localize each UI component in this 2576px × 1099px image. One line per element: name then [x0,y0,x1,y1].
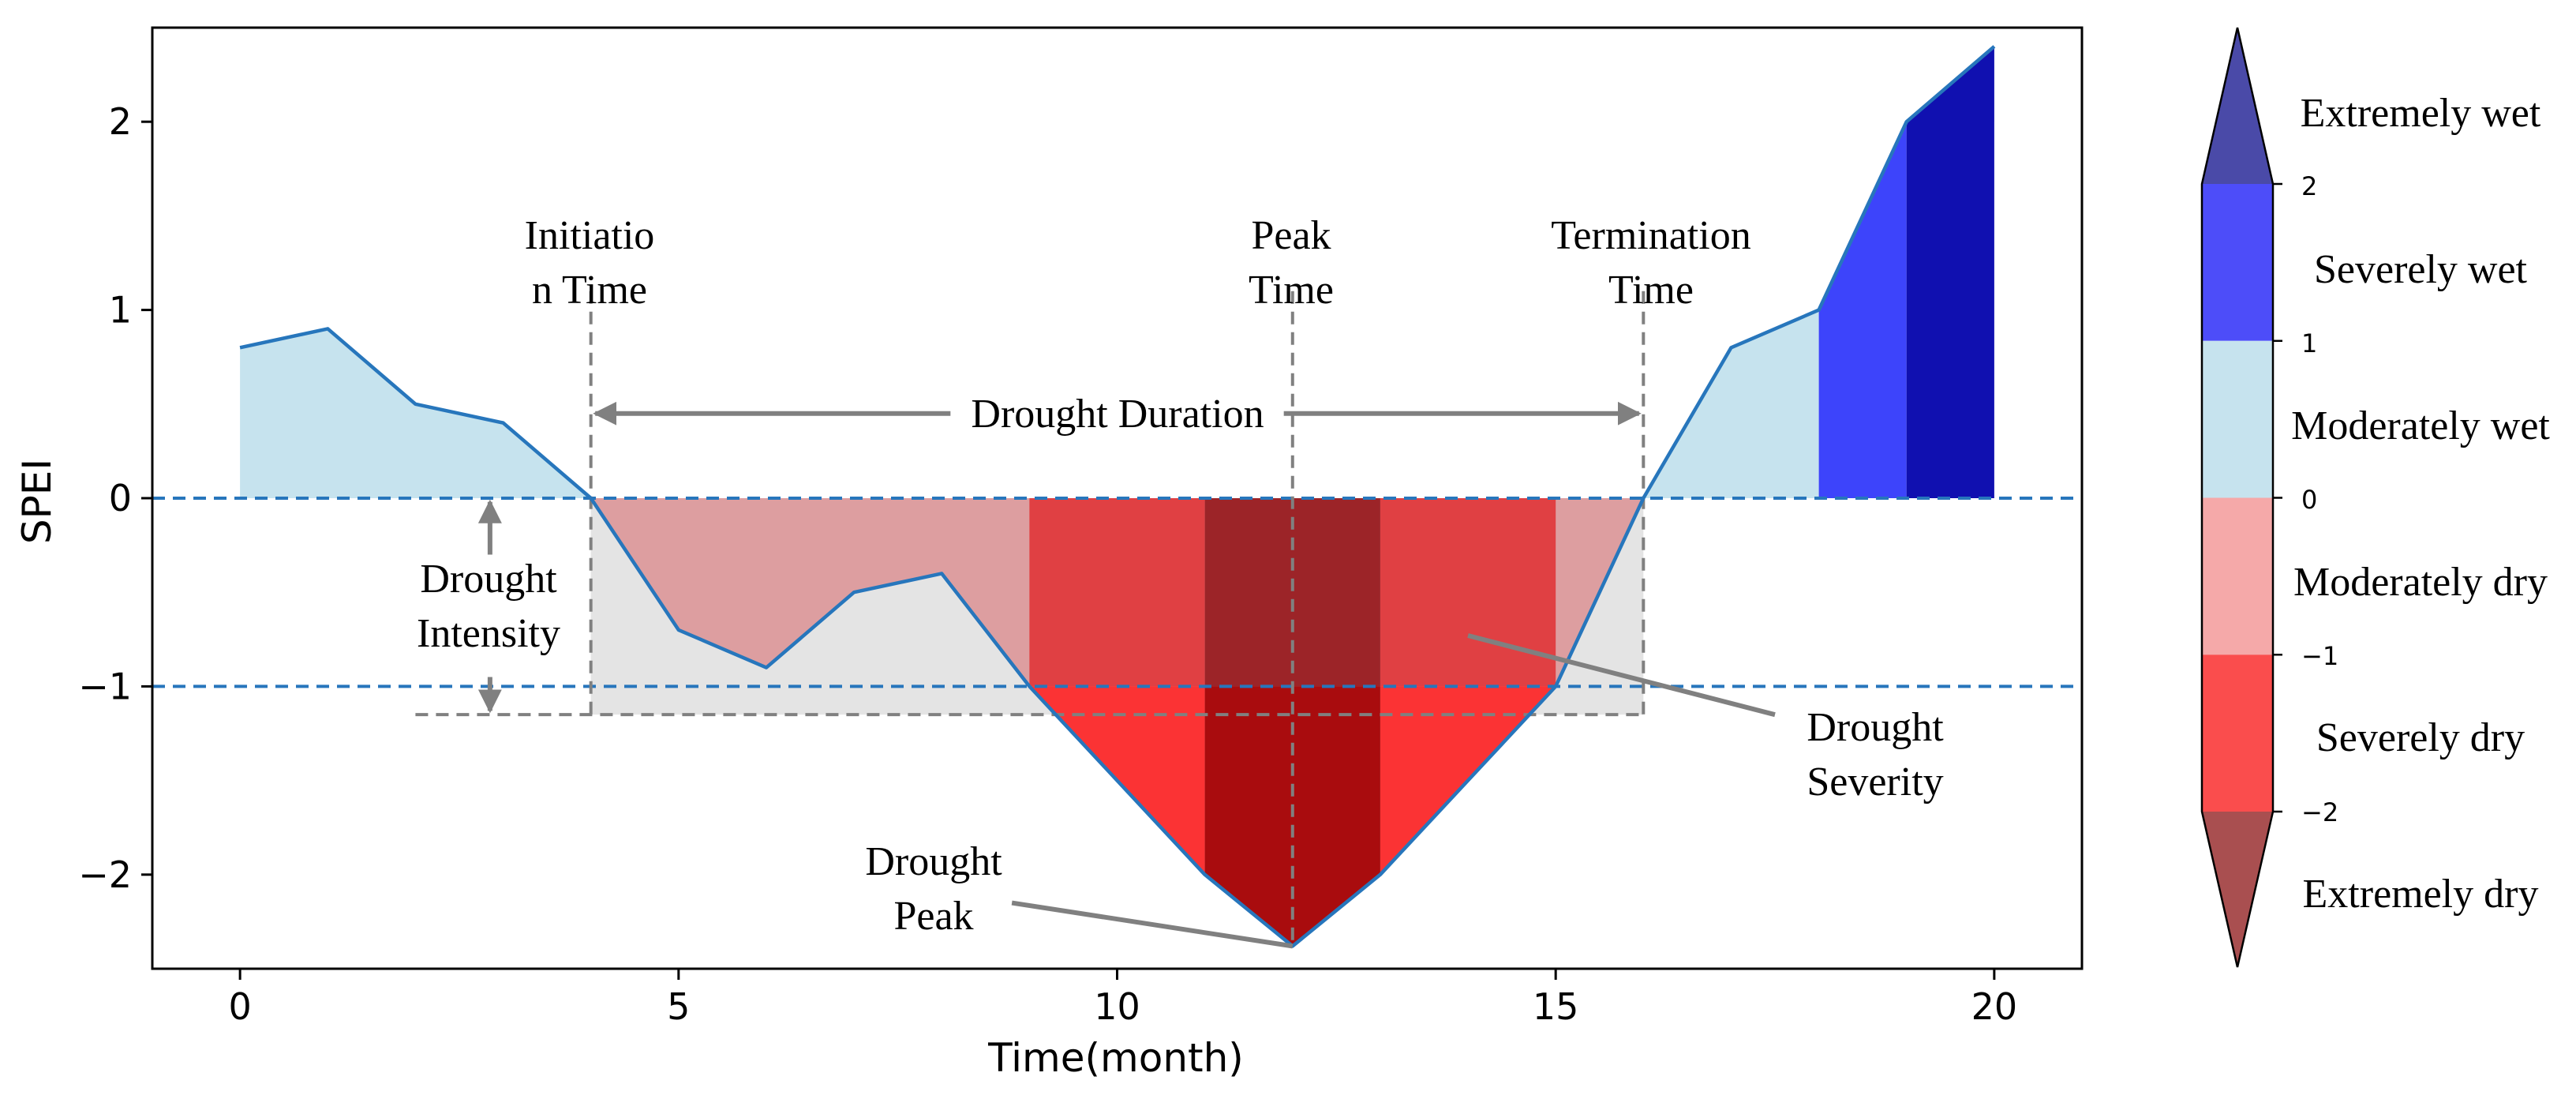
severely-dry-deep-right [1380,686,1556,875]
severity-pointer-line [1467,633,1776,718]
drought-peak-label-2: Peak [893,894,973,939]
x-axis-label: Time(month) [987,1035,1244,1081]
colorbar [2200,27,2282,968]
x-tick-label-0: 0 [228,985,251,1028]
peak-time-label-1: Peak [1251,213,1331,258]
drought-intensity-label-1: Drought [420,557,557,602]
colorbar-seg-extremely-wet [2202,28,2273,184]
plot-overlays [152,45,2082,949]
drought-severity-label-1: Drought [1807,705,1944,750]
y-tick-label--2: −2 [78,853,132,896]
colorbar-label-severely-dry: Severely dry [2316,715,2525,760]
x-tick-label-10: 10 [1094,985,1140,1028]
colorbar-seg-extremely-dry [2202,812,2273,967]
spei-series-line [239,45,1996,948]
y-tick-label-2: 2 [109,100,132,143]
colorbar-label-extremely-dry: Extremely dry [2303,872,2539,917]
colorbar-seg-moderately-dry [2202,497,2273,655]
initiation-time-label-2: n Time [532,268,647,313]
x-tick-label-20: 20 [1971,985,2018,1028]
colorbar-tick-1: 1 [2301,328,2317,358]
x-tick-label-5: 5 [667,985,690,1028]
severely-wet-fill [1818,122,1907,498]
colorbar-tick-2: 2 [2301,171,2317,201]
drought-severity-label-2: Severity [1807,760,1943,805]
extremely-wet-fill [1906,46,1994,499]
wet-fill-early [240,328,591,498]
colorbar-label-moderately-dry: Moderately dry [2293,560,2548,605]
termination-time-label-1: Termination [1551,213,1750,258]
colorbar-label-moderately-wet: Moderately wet [2291,403,2550,448]
colorbar-seg-moderately-wet [2202,340,2273,498]
peak-pointer-line [1011,900,1294,949]
colorbar-label-extremely-wet: Extremely wet [2301,91,2541,136]
drought-intensity-label-2: Intensity [417,611,560,656]
severely-dry-bar-right [1380,498,1556,687]
colorbar-tick-neg2: −2 [2301,797,2338,827]
wet-fill-late [1643,309,1819,498]
colorbar-seg-severely-dry [2202,655,2273,812]
axis-ticks: 0 5 10 15 20 −2 −1 0 1 2 [78,100,2017,1028]
termination-time-label-2: Time [1608,268,1694,313]
plot-fills [240,46,1994,947]
colorbar-tick-0: 0 [2301,485,2317,515]
colorbar-tick-neg1: −1 [2301,641,2338,671]
y-axis-label: SPEI [14,459,60,544]
x-tick-label-15: 15 [1533,985,1579,1028]
severely-dry-bar-left [1029,498,1205,687]
peak-time-label-2: Time [1249,268,1334,313]
colorbar-label-severely-wet: Severely wet [2314,247,2528,292]
y-tick-label-0: 0 [109,477,132,519]
colorbar-seg-severely-wet [2202,184,2273,341]
drought-peak-label-1: Drought [865,839,1002,884]
drought-duration-label: Drought Duration [971,392,1264,437]
initiation-time-label-1: Initiatio [525,213,655,258]
y-tick-label--1: −1 [78,665,132,707]
y-tick-label-1: 1 [109,289,132,332]
